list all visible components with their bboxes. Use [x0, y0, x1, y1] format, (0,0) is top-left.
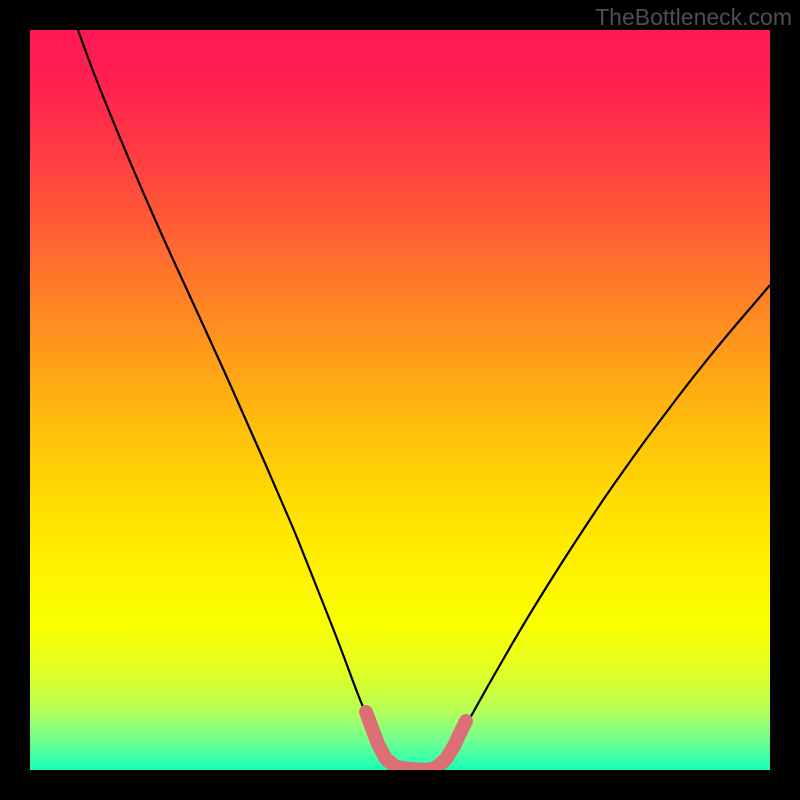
curve-layer: [30, 30, 770, 770]
highlight-marker: [366, 712, 466, 770]
watermark-text: TheBottleneck.com: [595, 4, 792, 31]
plot-area: [30, 30, 770, 770]
bottleneck-curve: [78, 30, 770, 769]
